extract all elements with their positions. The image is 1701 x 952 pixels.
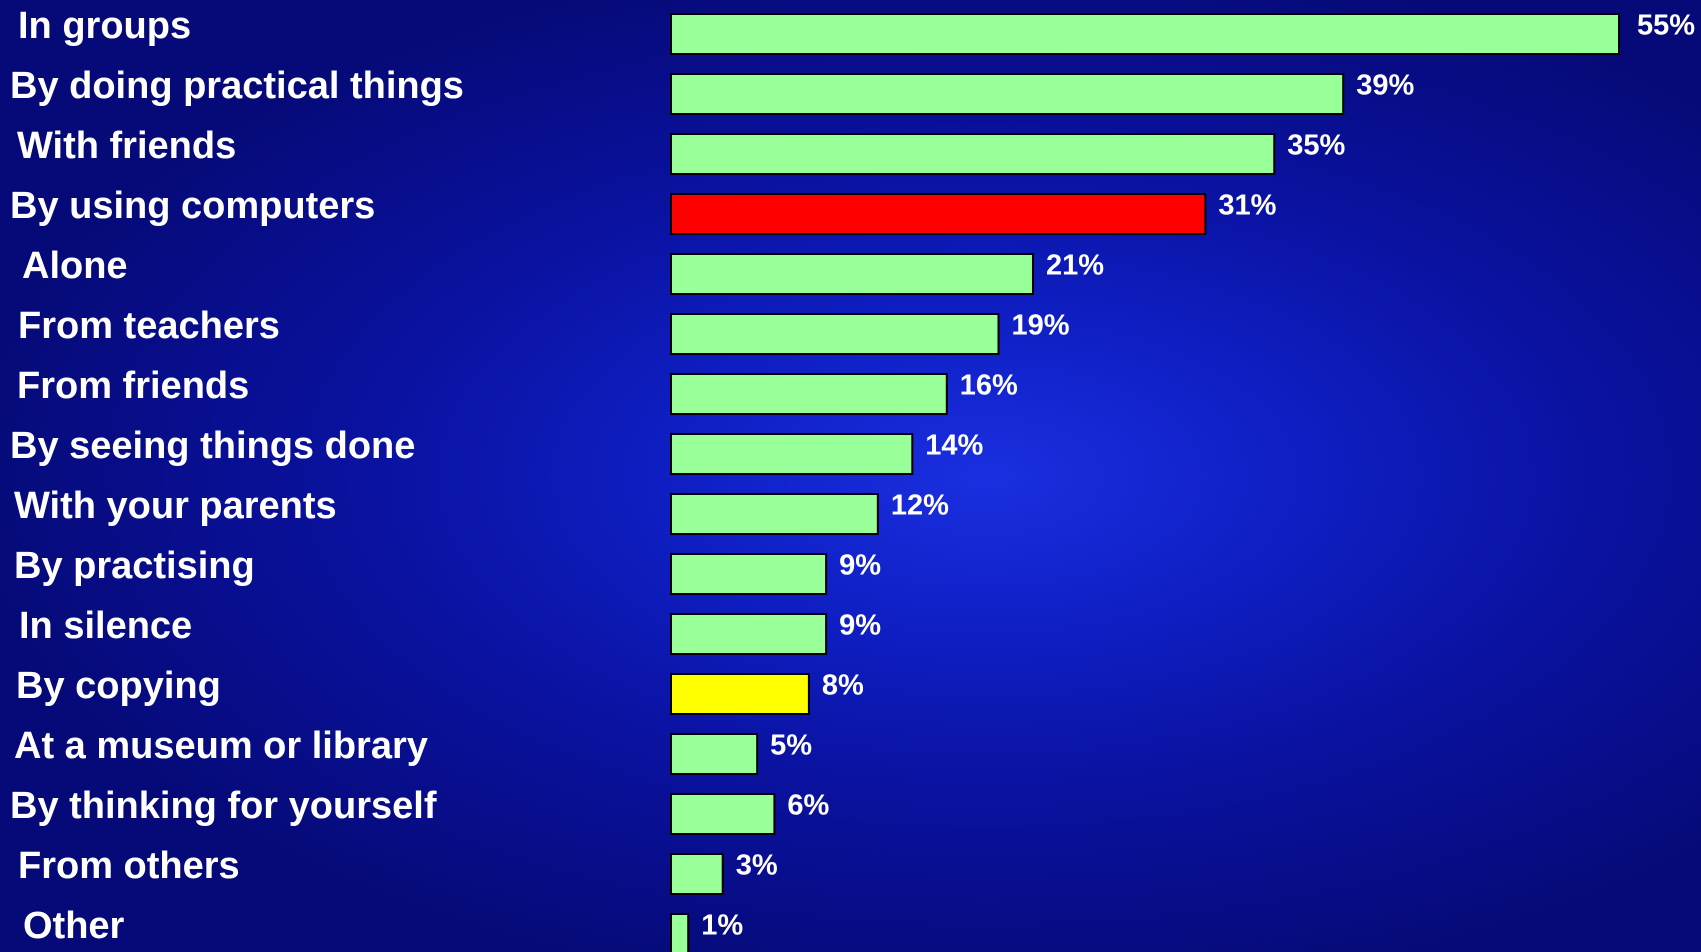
value-label: 31% (1218, 190, 1276, 222)
category-label: In groups (18, 5, 191, 47)
category-label: In silence (19, 605, 192, 647)
value-label: 8% (822, 670, 864, 702)
category-label: By using computers (10, 185, 375, 227)
category-label: By practising (14, 545, 255, 587)
category-label: From others (18, 845, 240, 887)
category-label: By seeing things done (10, 425, 415, 467)
category-label: With your parents (14, 485, 337, 527)
bar (670, 913, 690, 952)
category-label: By doing practical things (10, 65, 464, 107)
bar (670, 253, 1034, 295)
value-label: 9% (839, 610, 881, 642)
category-label: By copying (16, 665, 221, 707)
category-label: By thinking for yourself (10, 785, 437, 827)
bar (670, 313, 1000, 355)
category-label: Alone (22, 245, 128, 287)
category-label: From friends (17, 365, 249, 407)
value-label: 35% (1287, 130, 1345, 162)
bar (670, 433, 914, 475)
value-label: 1% (701, 910, 743, 942)
bar (670, 613, 828, 655)
value-label: 55% (1637, 10, 1695, 42)
bar (670, 733, 759, 775)
category-label: From teachers (18, 305, 280, 347)
bar (670, 673, 810, 715)
value-label: 6% (787, 790, 829, 822)
value-label: 12% (891, 490, 949, 522)
bar (670, 553, 828, 595)
bar (670, 13, 1620, 55)
value-label: 3% (736, 850, 778, 882)
bar (670, 73, 1345, 115)
category-label: At a museum or library (14, 725, 428, 767)
value-label: 5% (770, 730, 812, 762)
bar (670, 793, 776, 835)
bar (670, 493, 879, 535)
value-label: 21% (1046, 250, 1104, 282)
value-label: 16% (960, 370, 1018, 402)
bar (670, 193, 1207, 235)
bar (670, 853, 724, 895)
bar (670, 373, 948, 415)
value-label: 19% (1011, 310, 1069, 342)
value-label: 9% (839, 550, 881, 582)
category-label: Other (23, 905, 125, 947)
category-label: With friends (17, 125, 236, 167)
value-label: 14% (925, 430, 983, 462)
bar (670, 133, 1276, 175)
value-label: 39% (1356, 70, 1414, 102)
